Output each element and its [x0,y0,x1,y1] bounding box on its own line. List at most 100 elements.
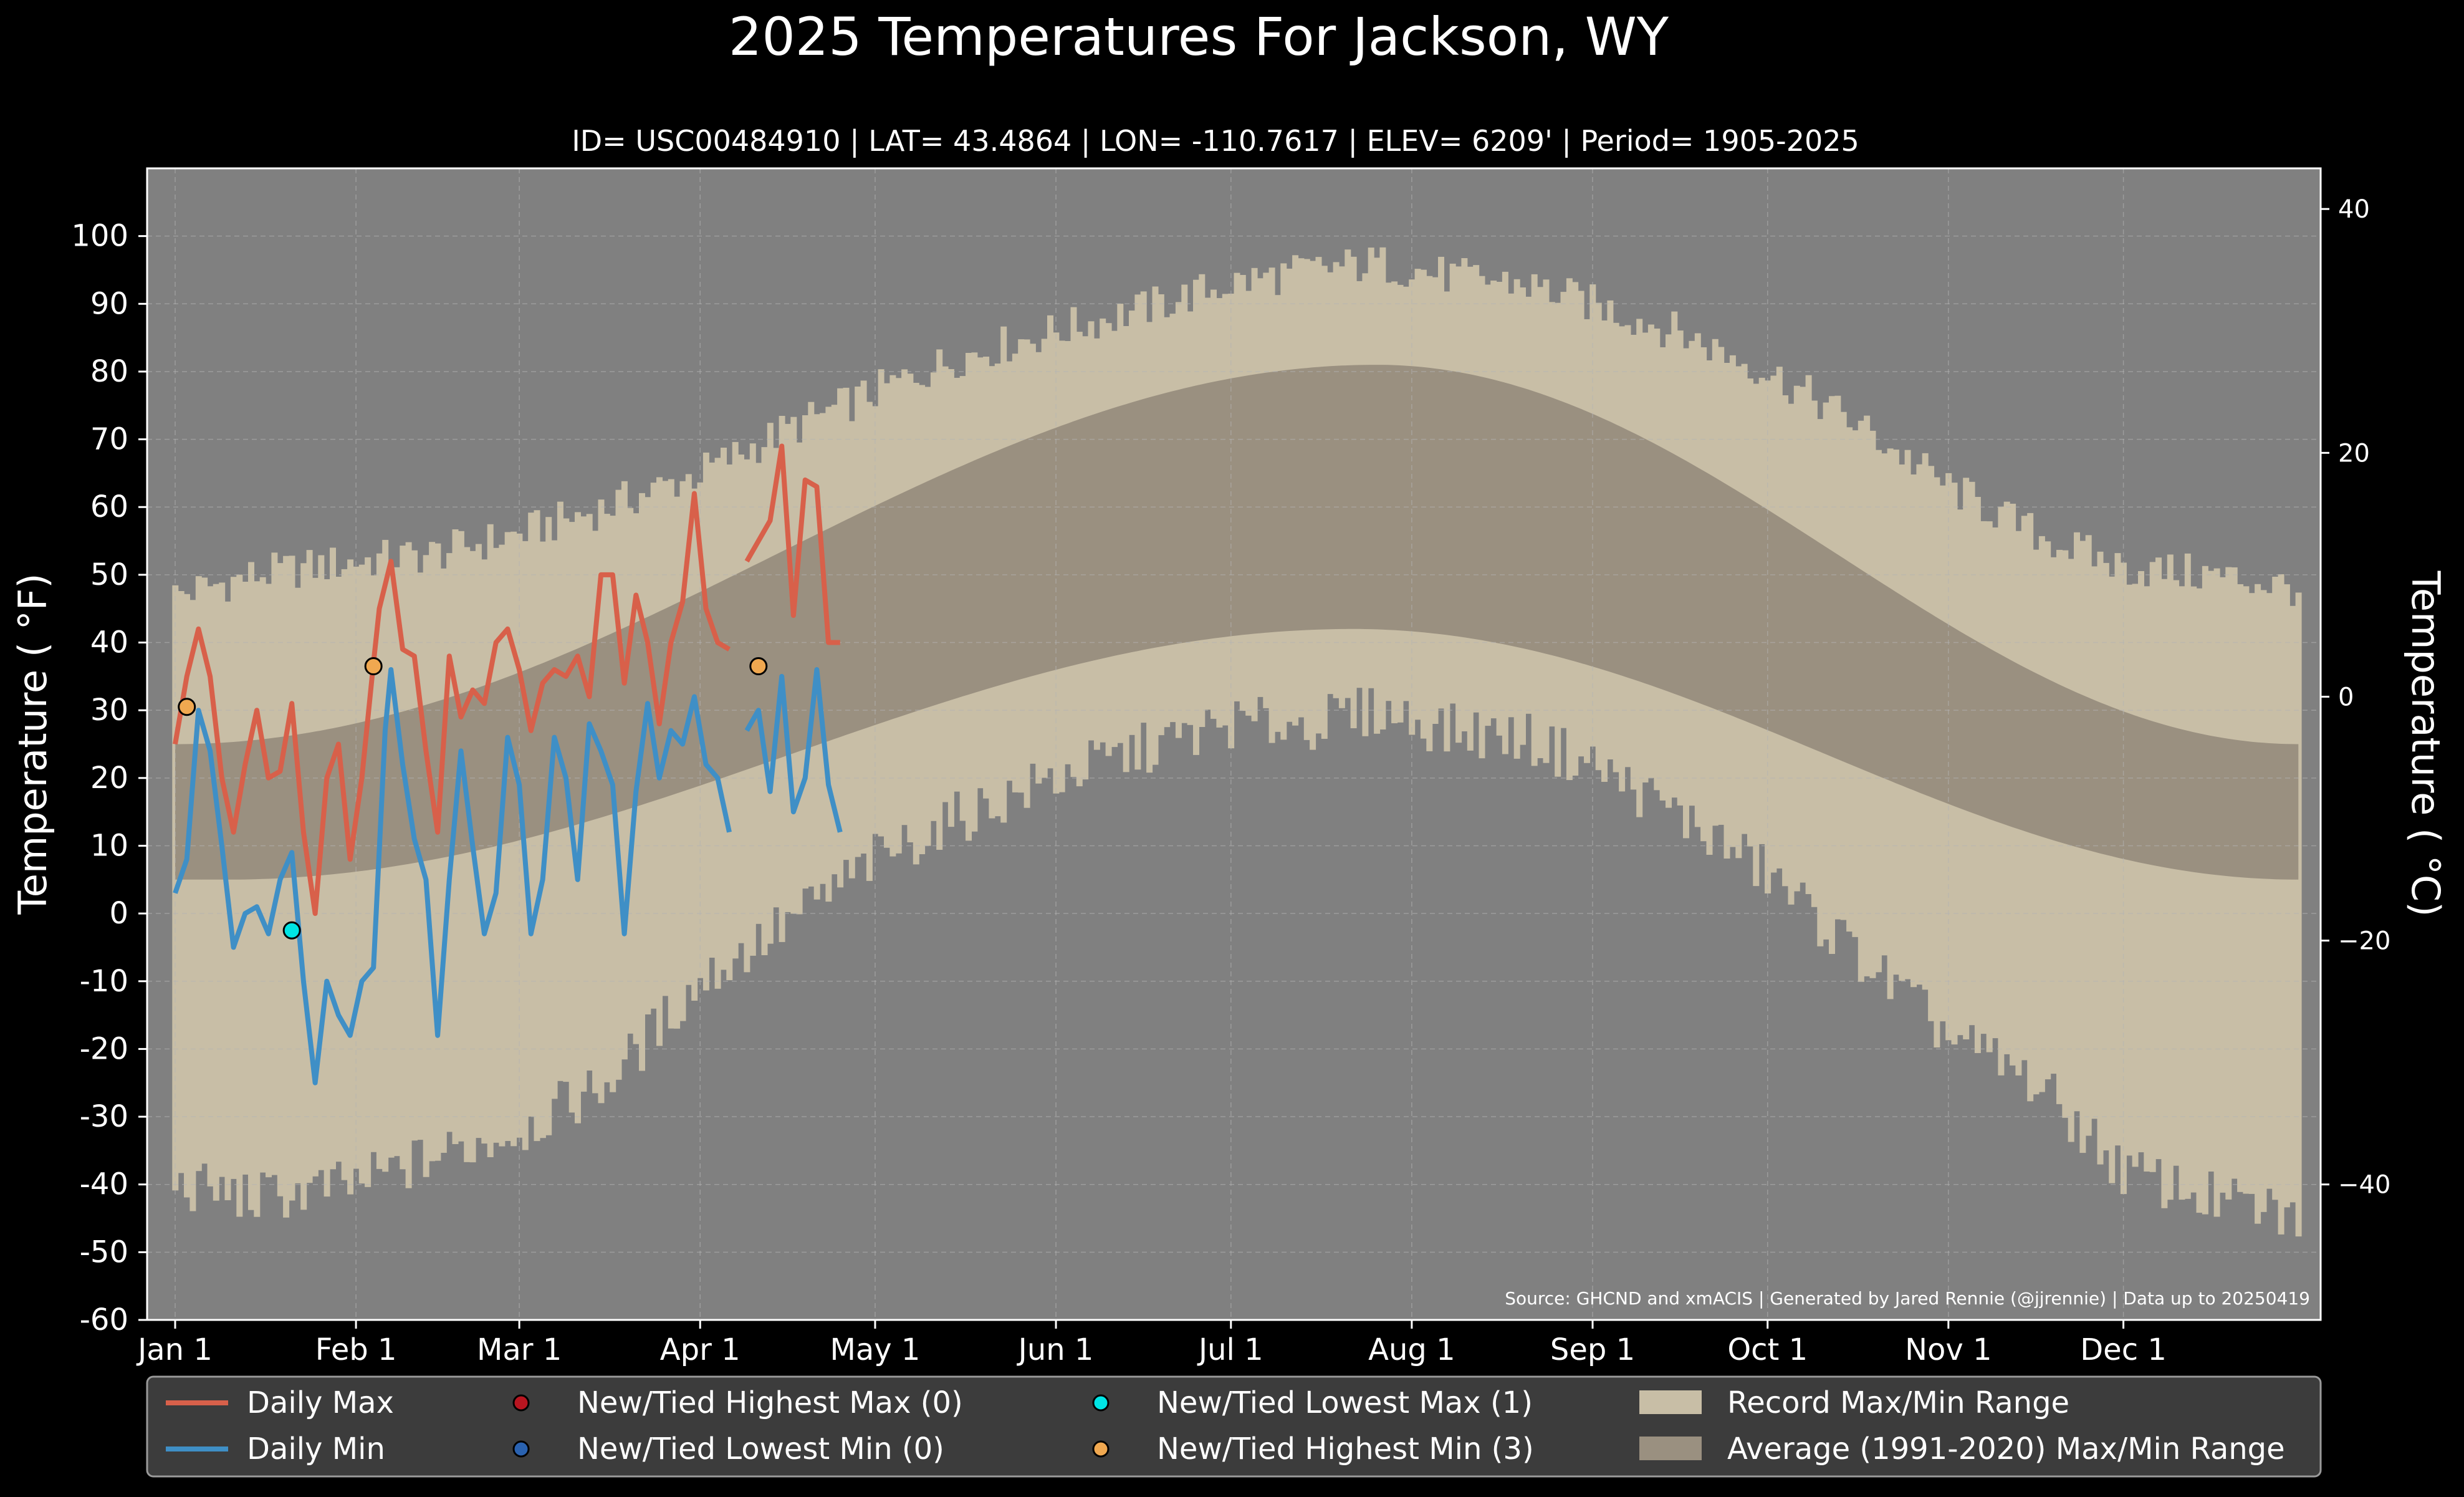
legend-average-range-swatch [1639,1437,1702,1460]
legend-average-range: Average (1991-2020) Max/Min Range [1727,1432,2285,1466]
record-range-bar [2213,568,2220,1217]
record-marker [364,657,383,676]
record-range-bar [2225,567,2232,1200]
record-range-bar [207,586,214,1187]
record-range-bar [2102,562,2109,1151]
record-range-bar [213,584,219,1201]
record-range-bar [2255,584,2261,1224]
y-tick-label-left: -50 [80,1235,128,1269]
record-range-bar [2289,605,2296,1203]
record-marker [282,921,301,940]
record-marker [178,698,196,716]
legend-lowest-min-marker [512,1440,530,1458]
record-range-bar [2243,586,2250,1194]
record-range-bar [464,547,471,1162]
record-range-bar [2109,576,2116,1183]
record-range-bar [2184,553,2191,1199]
y-tick-label-left: 40 [90,625,128,660]
record-range-bar [2283,584,2290,1208]
legend-daily-min: Daily Min [247,1432,385,1466]
record-range-bar [2068,559,2074,1142]
y-tick-label-right: 40 [2338,195,2370,224]
x-tick-label: Jan 1 [136,1332,213,1367]
record-range-bar [184,594,190,1198]
record-range-bar [347,559,354,1195]
record-range-bar [2173,580,2180,1166]
y-tick-label-left: 30 [90,693,128,728]
x-tick-label: May 1 [830,1332,920,1367]
source-note: Source: GHCND and xmACIS | Generated by … [1505,1288,2310,1309]
record-range-bar [2190,586,2197,1193]
record-range-bar [266,584,272,1178]
record-range-bar [2266,593,2273,1189]
daily-min-line [173,667,843,1085]
y-tick-label-left: -20 [80,1031,128,1066]
record-range-bar [440,568,447,1153]
record-range-bar [2144,586,2150,1172]
record-range-bar [2278,574,2284,1235]
record-marker [749,657,768,676]
x-axis: Jan 1 Feb 1 Mar 1 Apr 1 May 1 Jun 1 Jul 1 Aug 1… [136,1320,2167,1367]
record-range-bar [2179,586,2185,1200]
y-axis-left-label: Temperature ( °F) [10,573,55,915]
daily-max-line [173,443,840,917]
y-tick-label-left: 10 [90,828,128,863]
record-range-bar [300,563,307,1210]
x-tick-label: Oct 1 [1727,1332,1808,1367]
y-tick-label-right: 0 [2338,683,2354,711]
record-range-bar [2196,588,2203,1213]
chart-subtitle: ID= USC00484910 | LAT= 43.4864 | LON= -1… [572,124,1859,158]
record-range-bar [189,600,196,1211]
y-tick-label-left: 50 [90,557,128,592]
record-markers [178,657,768,940]
chart-title: 2025 Temperatures For Jackson, WY [729,6,1669,67]
record-range-bar [341,569,348,1180]
record-range-bar [294,587,301,1183]
record-range-bar [365,557,372,1187]
record-range-bar [254,581,261,1217]
y-tick-label-left: 90 [90,286,128,321]
record-range-bar [539,541,546,1138]
record-range-bar [2272,577,2279,1200]
x-tick-label: Mar 1 [477,1332,562,1367]
x-tick-label: Sep 1 [1550,1332,1635,1367]
y-tick-label-left: 60 [90,489,128,524]
record-range-bar [2260,590,2267,1212]
y-tick-label-left: -60 [80,1302,128,1337]
y-tick-label-left: -30 [80,1099,128,1134]
legend-highest-min: New/Tied Highest Min (3) [1157,1432,1534,1466]
record-range-bar [405,542,412,1188]
x-tick-label: Aug 1 [1368,1332,1455,1367]
y-tick-label-left: -40 [80,1167,128,1202]
record-range-bar [2237,584,2244,1192]
legend-record-range: Record Max/Min Range [1727,1385,2069,1420]
legend-daily-max: Daily Max [247,1385,394,1420]
y-tick-label-left: 20 [90,761,128,796]
legend-box [146,1375,2322,1478]
legend-lowest-max-marker [1092,1394,1110,1412]
legend-lowest-min: New/Tied Lowest Min (0) [577,1432,944,1466]
record-range-bar [423,555,429,1177]
y-axis-right: 40 20 0 −20 −40 [2321,195,2390,1200]
record-range-bar [2132,584,2139,1167]
record-range-bar [324,579,330,1197]
record-range-bar [236,574,243,1217]
legend-highest-max-marker [512,1394,530,1412]
y-tick-label-left: 70 [90,422,128,457]
record-range-bar [219,582,226,1177]
record-range-bar [481,559,488,1144]
y-tick-label-right: 20 [2338,439,2370,468]
grid-lines [147,168,2321,1321]
record-range-bar [2126,584,2133,1156]
record-range-bar [312,577,319,1177]
record-range-bar [2161,579,2168,1208]
record-range-bar [2202,566,2208,1215]
y-tick-label-left: 0 [109,896,128,931]
record-range-bar [2220,577,2226,1193]
y-tick-label-left: 100 [71,219,128,254]
y-tick-label-right: −20 [2338,927,2390,956]
record-range-bar [2097,551,2104,1165]
y-tick-label-right: −40 [2338,1171,2390,1200]
